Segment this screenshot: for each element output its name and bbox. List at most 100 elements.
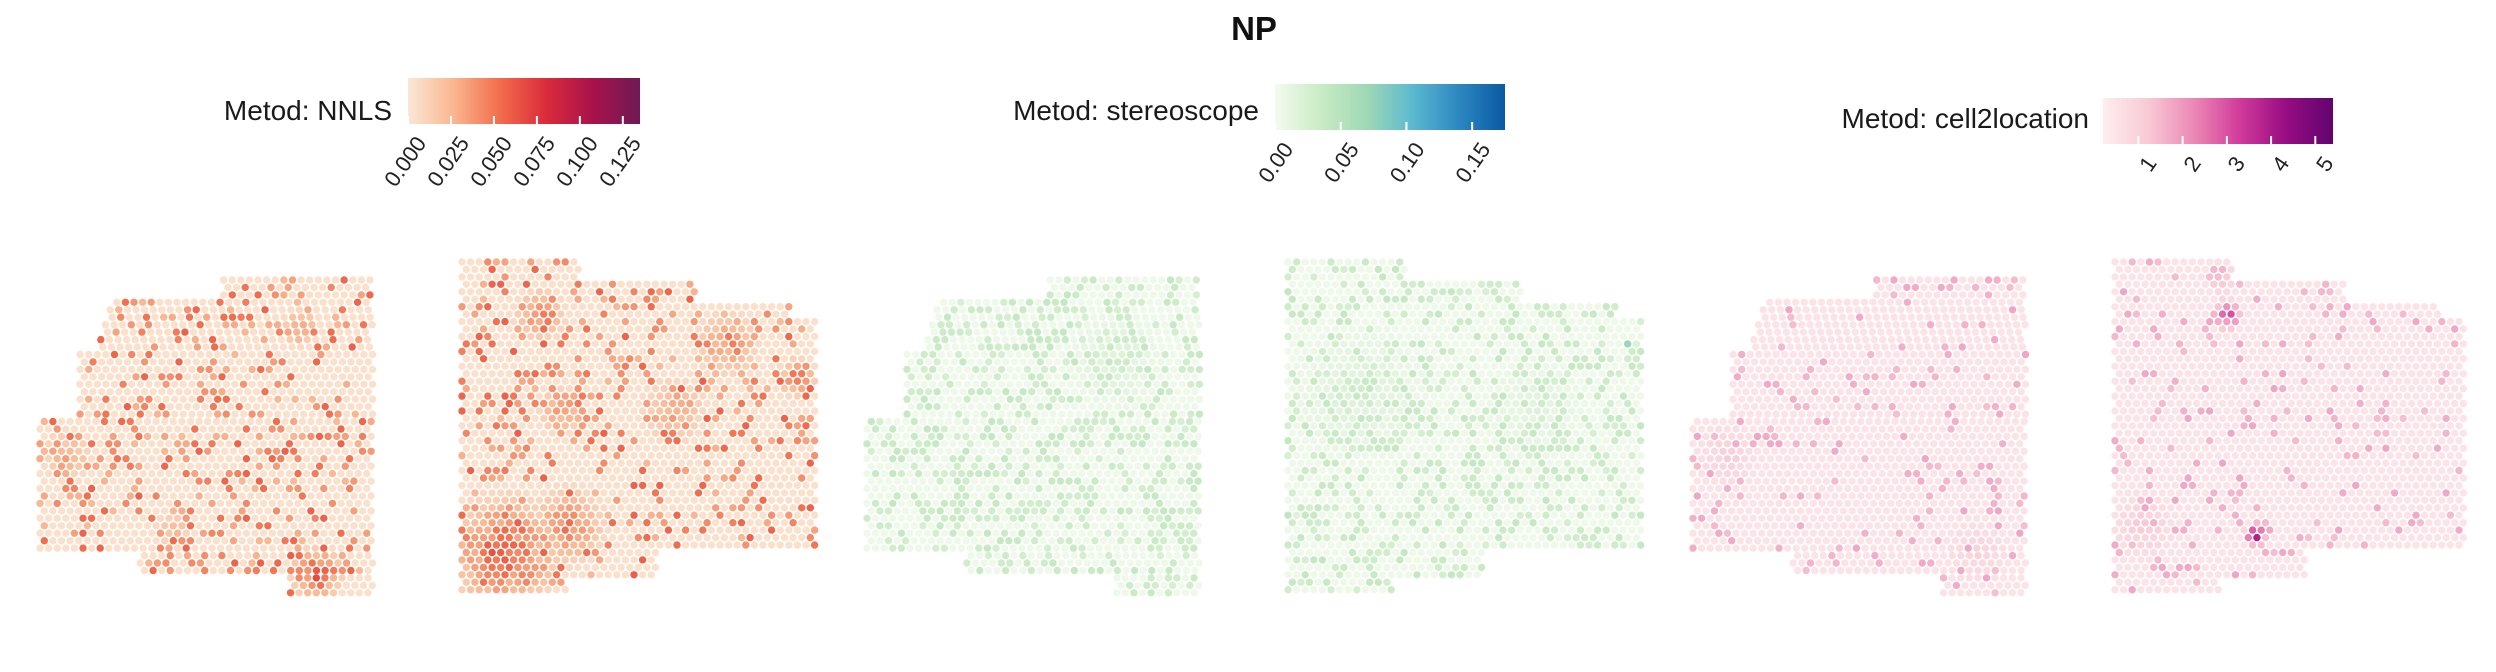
spot (162, 395, 170, 403)
spot (1482, 377, 1490, 385)
spot (703, 459, 711, 467)
spot (514, 578, 522, 586)
spot (613, 407, 621, 415)
spot (1109, 395, 1118, 403)
spot (466, 273, 475, 281)
spot (660, 519, 668, 527)
spot (1168, 417, 1177, 426)
spot (268, 529, 276, 537)
spot (1114, 358, 1122, 366)
spot (927, 522, 936, 530)
spot (673, 496, 681, 504)
spot (557, 578, 565, 586)
spot (229, 477, 238, 485)
spot (720, 489, 728, 497)
spot (867, 417, 875, 426)
spot (1139, 306, 1148, 314)
spot (1533, 317, 1542, 326)
spot (1142, 447, 1151, 455)
spot (1135, 410, 1143, 418)
spot (79, 440, 87, 448)
spot (660, 414, 668, 423)
spot (1155, 469, 1164, 478)
spot (772, 444, 780, 452)
spot (621, 303, 630, 311)
spot (505, 399, 513, 408)
spot (351, 395, 359, 403)
spot (681, 496, 690, 504)
spot (358, 537, 367, 545)
spot (162, 321, 170, 329)
spot (942, 402, 950, 411)
spot (1542, 303, 1550, 311)
spot (595, 556, 604, 564)
spot (548, 533, 556, 542)
spot (651, 310, 660, 318)
spot (1190, 484, 1198, 493)
spot (947, 328, 956, 336)
spot (75, 477, 83, 485)
spot (1151, 507, 1159, 515)
spot (880, 425, 888, 433)
spot (327, 328, 335, 336)
spot (1132, 276, 1140, 284)
spot (522, 519, 531, 527)
spot (681, 303, 690, 311)
spot (932, 469, 940, 478)
spot (950, 358, 958, 366)
spot (93, 380, 102, 388)
spot (170, 559, 179, 567)
spot (132, 402, 140, 411)
spot (595, 451, 604, 460)
spot (703, 533, 711, 542)
spot (214, 410, 222, 418)
spot (479, 474, 488, 482)
spot (1088, 388, 1096, 396)
spot (966, 425, 974, 433)
spot (330, 373, 338, 381)
spot (970, 462, 979, 470)
spot (1366, 355, 1374, 363)
spot (535, 511, 544, 519)
spot (281, 477, 289, 485)
spot (466, 451, 475, 460)
spot (949, 455, 957, 463)
spot (235, 358, 243, 366)
spot (1005, 492, 1013, 500)
spot (115, 388, 123, 396)
spot (540, 548, 548, 557)
spot (320, 440, 328, 448)
spot (1323, 370, 1331, 378)
spot (287, 551, 295, 560)
spot (1155, 484, 1164, 493)
spot (703, 474, 711, 482)
spot (802, 332, 810, 341)
spot (552, 317, 561, 326)
spot (767, 303, 776, 311)
spot (1426, 295, 1434, 303)
spot (780, 444, 789, 452)
spot (1464, 332, 1473, 341)
spot (83, 537, 92, 545)
spot (1086, 469, 1095, 478)
spot (83, 417, 92, 426)
spot (548, 474, 556, 482)
spot (919, 507, 927, 515)
spot (686, 533, 694, 542)
spot (531, 340, 539, 348)
spot (1005, 462, 1013, 470)
spot (1136, 283, 1145, 292)
spot (919, 447, 927, 455)
spot (1053, 335, 1061, 344)
spot (221, 477, 229, 485)
spot (1165, 566, 1173, 575)
spot (100, 417, 109, 426)
spot (1288, 340, 1297, 348)
spot (1152, 380, 1161, 388)
spot (1032, 350, 1040, 359)
spot (259, 499, 268, 508)
spot (1106, 343, 1114, 351)
spot (208, 544, 216, 552)
spot (914, 455, 923, 463)
spot (669, 429, 677, 437)
